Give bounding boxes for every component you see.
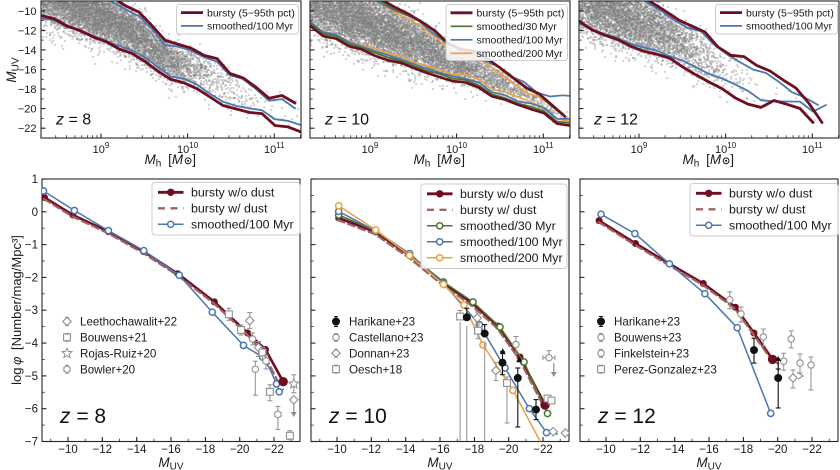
svg-text:−10: −10 bbox=[18, 6, 37, 18]
svg-text:−7: −7 bbox=[25, 437, 38, 449]
svg-text:−4: −4 bbox=[25, 338, 39, 350]
svg-text:]: ] bbox=[461, 152, 465, 167]
svg-text:−22: −22 bbox=[802, 444, 822, 456]
svg-text:smoothed/30 Myr: smoothed/30 Myr bbox=[477, 21, 558, 33]
svg-text:Harikane+23: Harikane+23 bbox=[614, 316, 680, 329]
svg-text:−10: −10 bbox=[58, 444, 78, 456]
svg-text:−22: −22 bbox=[264, 444, 284, 456]
svg-text:Leethochawalit+22: Leethochawalit+22 bbox=[80, 316, 177, 329]
svg-text:Bouwens+21: Bouwens+21 bbox=[80, 332, 147, 345]
svg-text:−3: −3 bbox=[25, 305, 38, 317]
svg-text:−22: −22 bbox=[18, 123, 37, 135]
svg-text:z = 8: z = 8 bbox=[55, 112, 91, 129]
svg-text:bursty w/ dust: bursty w/ dust bbox=[460, 203, 537, 217]
svg-text:MUV: MUV bbox=[696, 455, 721, 470]
svg-text:smoothed/100 Myr: smoothed/100 Myr bbox=[207, 21, 294, 33]
svg-text:Bowler+20: Bowler+20 bbox=[80, 363, 135, 376]
svg-text:smoothed/200 Myr: smoothed/200 Myr bbox=[477, 48, 564, 60]
svg-text:−20: −20 bbox=[768, 444, 788, 456]
svg-text:bursty (5−95th pct): bursty (5−95th pct) bbox=[477, 8, 565, 20]
svg-text:smoothed/200 Myr: smoothed/200 Myr bbox=[460, 251, 563, 265]
svg-text:−18: −18 bbox=[18, 84, 37, 96]
svg-text:Mh [M: Mh [M bbox=[145, 152, 184, 170]
svg-text:−12: −12 bbox=[362, 444, 382, 456]
svg-text:Donnan+23: Donnan+23 bbox=[349, 348, 409, 361]
svg-text:]: ] bbox=[192, 152, 196, 167]
svg-text:−10: −10 bbox=[327, 444, 347, 456]
svg-text:−20: −20 bbox=[499, 444, 519, 456]
svg-text:−12: −12 bbox=[93, 444, 113, 456]
svg-text:Perez-Gonzalez+23: Perez-Gonzalez+23 bbox=[614, 363, 717, 376]
svg-text:smoothed/100 Myr: smoothed/100 Myr bbox=[460, 235, 563, 249]
svg-text:−1: −1 bbox=[25, 240, 38, 252]
svg-text:z = 12: z = 12 bbox=[597, 405, 656, 428]
svg-text:0: 0 bbox=[32, 207, 38, 219]
svg-text:−2: −2 bbox=[25, 272, 38, 284]
svg-text:−18: −18 bbox=[196, 444, 216, 456]
svg-text:1: 1 bbox=[32, 174, 38, 186]
svg-text:MUV: MUV bbox=[158, 455, 183, 470]
svg-text:MUV: MUV bbox=[4, 57, 22, 82]
svg-text:]: ] bbox=[730, 152, 734, 167]
svg-text:−16: −16 bbox=[430, 444, 450, 456]
svg-text:z = 10: z = 10 bbox=[324, 112, 369, 129]
svg-text:−20: −20 bbox=[18, 104, 37, 116]
svg-text:−14: −14 bbox=[665, 444, 685, 456]
svg-text:−20: −20 bbox=[230, 444, 250, 456]
svg-text:smoothed/100 Myr: smoothed/100 Myr bbox=[191, 218, 294, 232]
svg-text:bursty w/ dust: bursty w/ dust bbox=[191, 202, 268, 216]
svg-text:bursty w/o dust: bursty w/o dust bbox=[460, 187, 544, 201]
svg-text:z = 12: z = 12 bbox=[593, 112, 638, 129]
svg-text:smoothed/100 Myr: smoothed/100 Myr bbox=[477, 35, 564, 47]
svg-text:−12: −12 bbox=[18, 25, 37, 37]
svg-text:Mh [M: Mh [M bbox=[683, 152, 722, 170]
svg-text:−12: −12 bbox=[631, 444, 651, 456]
svg-text:bursty w/o dust: bursty w/o dust bbox=[191, 186, 275, 200]
svg-text:smoothed/30 Myr: smoothed/30 Myr bbox=[460, 219, 556, 233]
svg-text:−18: −18 bbox=[465, 444, 485, 456]
svg-text:bursty w/o dust: bursty w/o dust bbox=[729, 187, 813, 201]
svg-text:Finkelstein+23: Finkelstein+23 bbox=[614, 348, 689, 361]
svg-text:−14: −14 bbox=[396, 444, 416, 456]
svg-text:Bouwens+23: Bouwens+23 bbox=[614, 332, 681, 345]
svg-text:−16: −16 bbox=[699, 444, 719, 456]
svg-text:bursty (5−95th pct): bursty (5−95th pct) bbox=[207, 7, 295, 19]
svg-text:−16: −16 bbox=[18, 65, 37, 77]
svg-text:−6: −6 bbox=[25, 404, 38, 416]
svg-text:−14: −14 bbox=[127, 444, 147, 456]
svg-text:Harikane+23: Harikane+23 bbox=[349, 316, 415, 329]
svg-text:−14: −14 bbox=[18, 45, 37, 57]
svg-text:−5: −5 bbox=[25, 371, 38, 383]
svg-text:Mh [M: Mh [M bbox=[414, 152, 453, 170]
svg-text:Rojas-Ruiz+20: Rojas-Ruiz+20 bbox=[80, 348, 156, 361]
svg-text:log φ [Number/mag/Mpc³]: log φ [Number/mag/Mpc³] bbox=[9, 235, 24, 385]
svg-text:Castellano+23: Castellano+23 bbox=[349, 332, 423, 345]
svg-text:smoothed/100 Myr: smoothed/100 Myr bbox=[729, 219, 832, 233]
svg-text:−22: −22 bbox=[533, 444, 553, 456]
svg-text:bursty w/ dust: bursty w/ dust bbox=[729, 203, 806, 217]
svg-text:−16: −16 bbox=[161, 444, 181, 456]
svg-text:−10: −10 bbox=[596, 444, 616, 456]
svg-text:−18: −18 bbox=[734, 444, 754, 456]
svg-text:bursty (5−95th pct): bursty (5−95th pct) bbox=[746, 7, 834, 19]
svg-text:z = 8: z = 8 bbox=[59, 405, 106, 428]
svg-text:z = 10: z = 10 bbox=[328, 405, 387, 428]
svg-text:MUV: MUV bbox=[427, 455, 452, 470]
svg-text:Oesch+18: Oesch+18 bbox=[349, 363, 402, 376]
svg-text:smoothed/100 Myr: smoothed/100 Myr bbox=[746, 21, 833, 33]
